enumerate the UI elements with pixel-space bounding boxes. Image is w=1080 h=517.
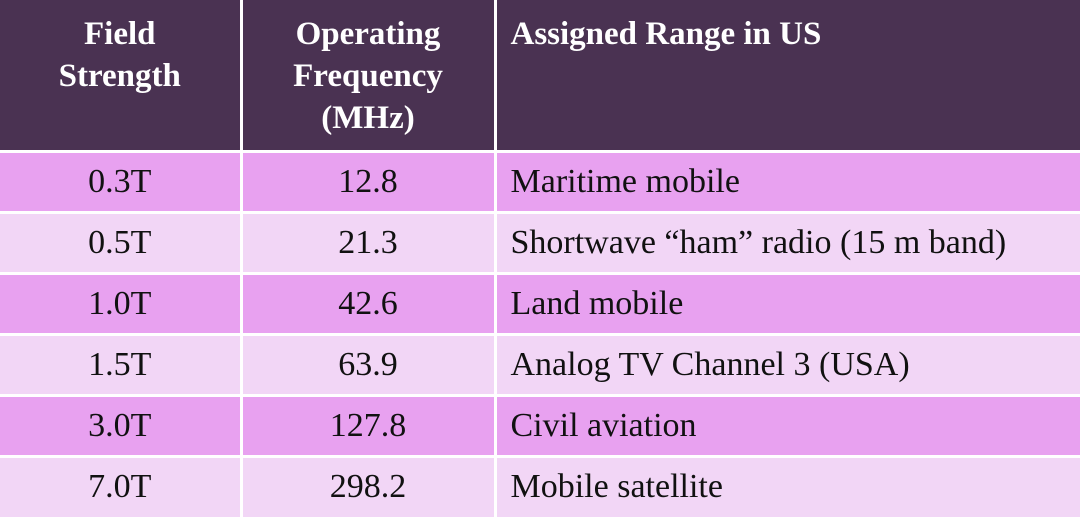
cell-frequency: 298.2: [241, 456, 497, 517]
cell-field-strength: 0.5T: [0, 212, 243, 275]
cell-assigned-range: Civil aviation: [495, 395, 1080, 458]
header-field-strength-line2: Strength: [58, 58, 181, 94]
table-header: Field Strength Operating Frequency (MHz)…: [0, 0, 1080, 153]
table-row: 1.0T 42.6 Land mobile: [0, 273, 1080, 336]
header-assigned-range: Assigned Range in US: [495, 0, 1080, 153]
cell-assigned-range: Analog TV Channel 3 (USA): [495, 334, 1080, 397]
table-body: 0.3T 12.8 Maritime mobile 0.5T 21.3 Shor…: [0, 151, 1080, 517]
header-field-strength: Field Strength: [0, 0, 243, 153]
cell-frequency: 63.9: [241, 334, 497, 397]
cell-assigned-range: Maritime mobile: [495, 151, 1080, 214]
cell-assigned-range: Land mobile: [495, 273, 1080, 336]
table-row: 3.0T 127.8 Civil aviation: [0, 395, 1080, 458]
header-operating-frequency: Operating Frequency (MHz): [241, 0, 497, 153]
cell-field-strength: 1.0T: [0, 273, 243, 336]
table-row: 0.3T 12.8 Maritime mobile: [0, 151, 1080, 214]
cell-field-strength: 3.0T: [0, 395, 243, 458]
cell-field-strength: 1.5T: [0, 334, 243, 397]
header-row: Field Strength Operating Frequency (MHz)…: [0, 0, 1080, 153]
table-row: 0.5T 21.3 Shortwave “ham” radio (15 m ba…: [0, 212, 1080, 275]
header-operating-frequency-line3: (MHz): [321, 100, 415, 136]
cell-frequency: 127.8: [241, 395, 497, 458]
cell-frequency: 42.6: [241, 273, 497, 336]
table-row: 7.0T 298.2 Mobile satellite: [0, 456, 1080, 517]
header-field-strength-line1: Field: [84, 16, 156, 52]
cell-field-strength: 7.0T: [0, 456, 243, 517]
cell-frequency: 12.8: [241, 151, 497, 214]
cell-frequency: 21.3: [241, 212, 497, 275]
cell-field-strength: 0.3T: [0, 151, 243, 214]
cell-assigned-range: Mobile satellite: [495, 456, 1080, 517]
header-operating-frequency-line2: Frequency: [293, 58, 443, 94]
cell-assigned-range: Shortwave “ham” radio (15 m band): [495, 212, 1080, 275]
header-operating-frequency-line1: Operating: [295, 16, 441, 52]
table-row: 1.5T 63.9 Analog TV Channel 3 (USA): [0, 334, 1080, 397]
